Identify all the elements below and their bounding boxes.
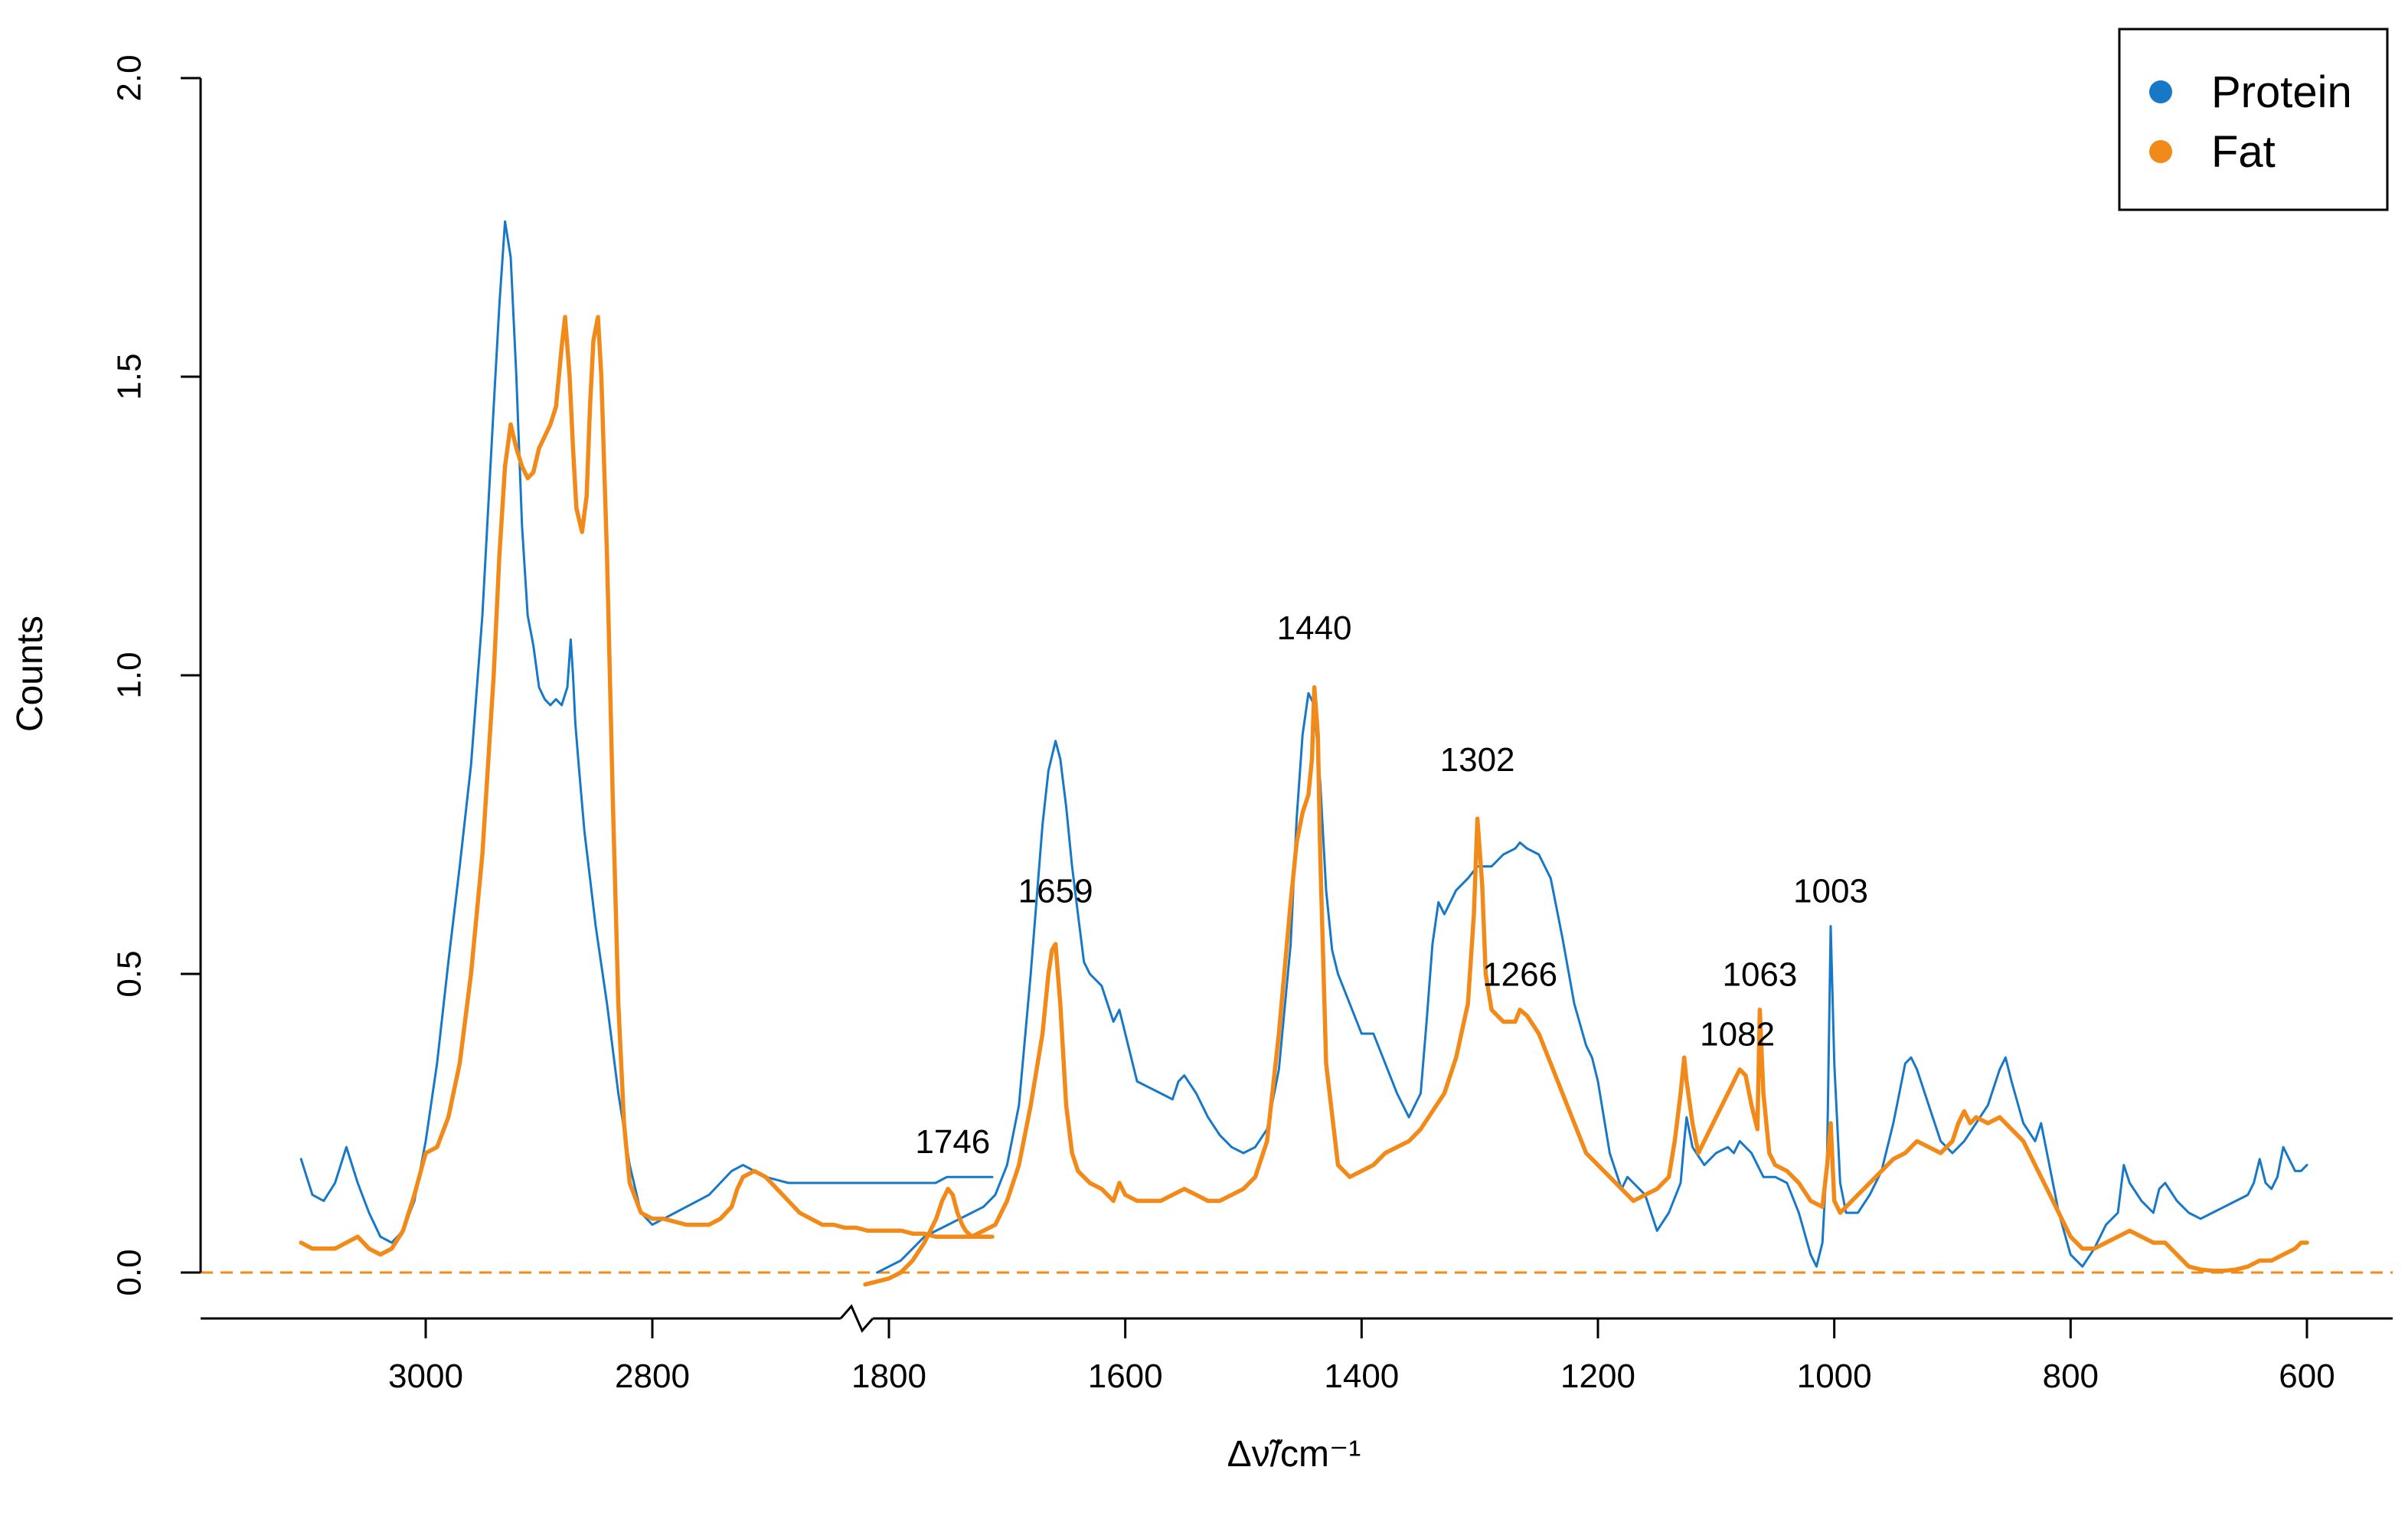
x-tick-label-1200: 1200	[1560, 1358, 1635, 1395]
x-tick-label-1800: 1800	[851, 1358, 926, 1395]
x-tick-label-800: 800	[2043, 1358, 2099, 1395]
peak-annotations: 1746 1659 1440 1302 1266 1082 1063 1003	[915, 609, 1868, 1161]
x-axis-title: Δν̃/cm⁻¹	[1227, 1434, 1361, 1475]
series-layer	[299, 220, 2309, 1287]
peak-label-1082: 1082	[1700, 1016, 1775, 1054]
peak-label-1266: 1266	[1482, 956, 1557, 994]
series-line-protein-segment-1	[299, 220, 994, 1244]
x-tick-label-1000: 1000	[1797, 1358, 1872, 1395]
y-axis-title: Counts	[10, 616, 51, 732]
legend-label-protein: Protein	[2211, 67, 2352, 117]
legend-marker-protein	[2149, 80, 2172, 103]
legend: Protein Fat	[2118, 28, 2389, 211]
y-tick-label-0: 0.0	[111, 1249, 149, 1295]
legend-label-fat: Fat	[2211, 127, 2276, 177]
series-line-fat-segment-1	[299, 315, 995, 1257]
legend-box	[2118, 28, 2389, 211]
legend-marker-fat	[2149, 140, 2172, 163]
x-axis-break-mark	[839, 1304, 874, 1333]
series-line-fat-segment-2	[863, 684, 2309, 1287]
axes-layer: 0.0 0.5 1.0 1.5 2.0 3000 2800 1800 1600 1400 1200 1…	[111, 54, 2393, 1395]
x-tick-label-1600: 1600	[1088, 1358, 1163, 1395]
x-tick-label-1400: 1400	[1324, 1358, 1399, 1395]
x-tick-label-600: 600	[2279, 1358, 2334, 1395]
peak-label-1302: 1302	[1440, 741, 1515, 779]
x-tick-label-3000: 3000	[388, 1358, 463, 1395]
y-tick-label-2: 1.0	[111, 652, 149, 698]
peak-label-1003: 1003	[1793, 872, 1868, 910]
y-tick-label-3: 1.5	[111, 353, 149, 400]
peak-label-1440: 1440	[1277, 609, 1352, 647]
peak-label-1659: 1659	[1018, 872, 1093, 910]
peak-label-1063: 1063	[1722, 956, 1797, 994]
peak-label-1746: 1746	[915, 1123, 990, 1161]
y-tick-label-4: 2.0	[111, 54, 149, 101]
x-tick-label-2800: 2800	[615, 1358, 690, 1395]
y-tick-label-1: 0.5	[111, 950, 149, 997]
